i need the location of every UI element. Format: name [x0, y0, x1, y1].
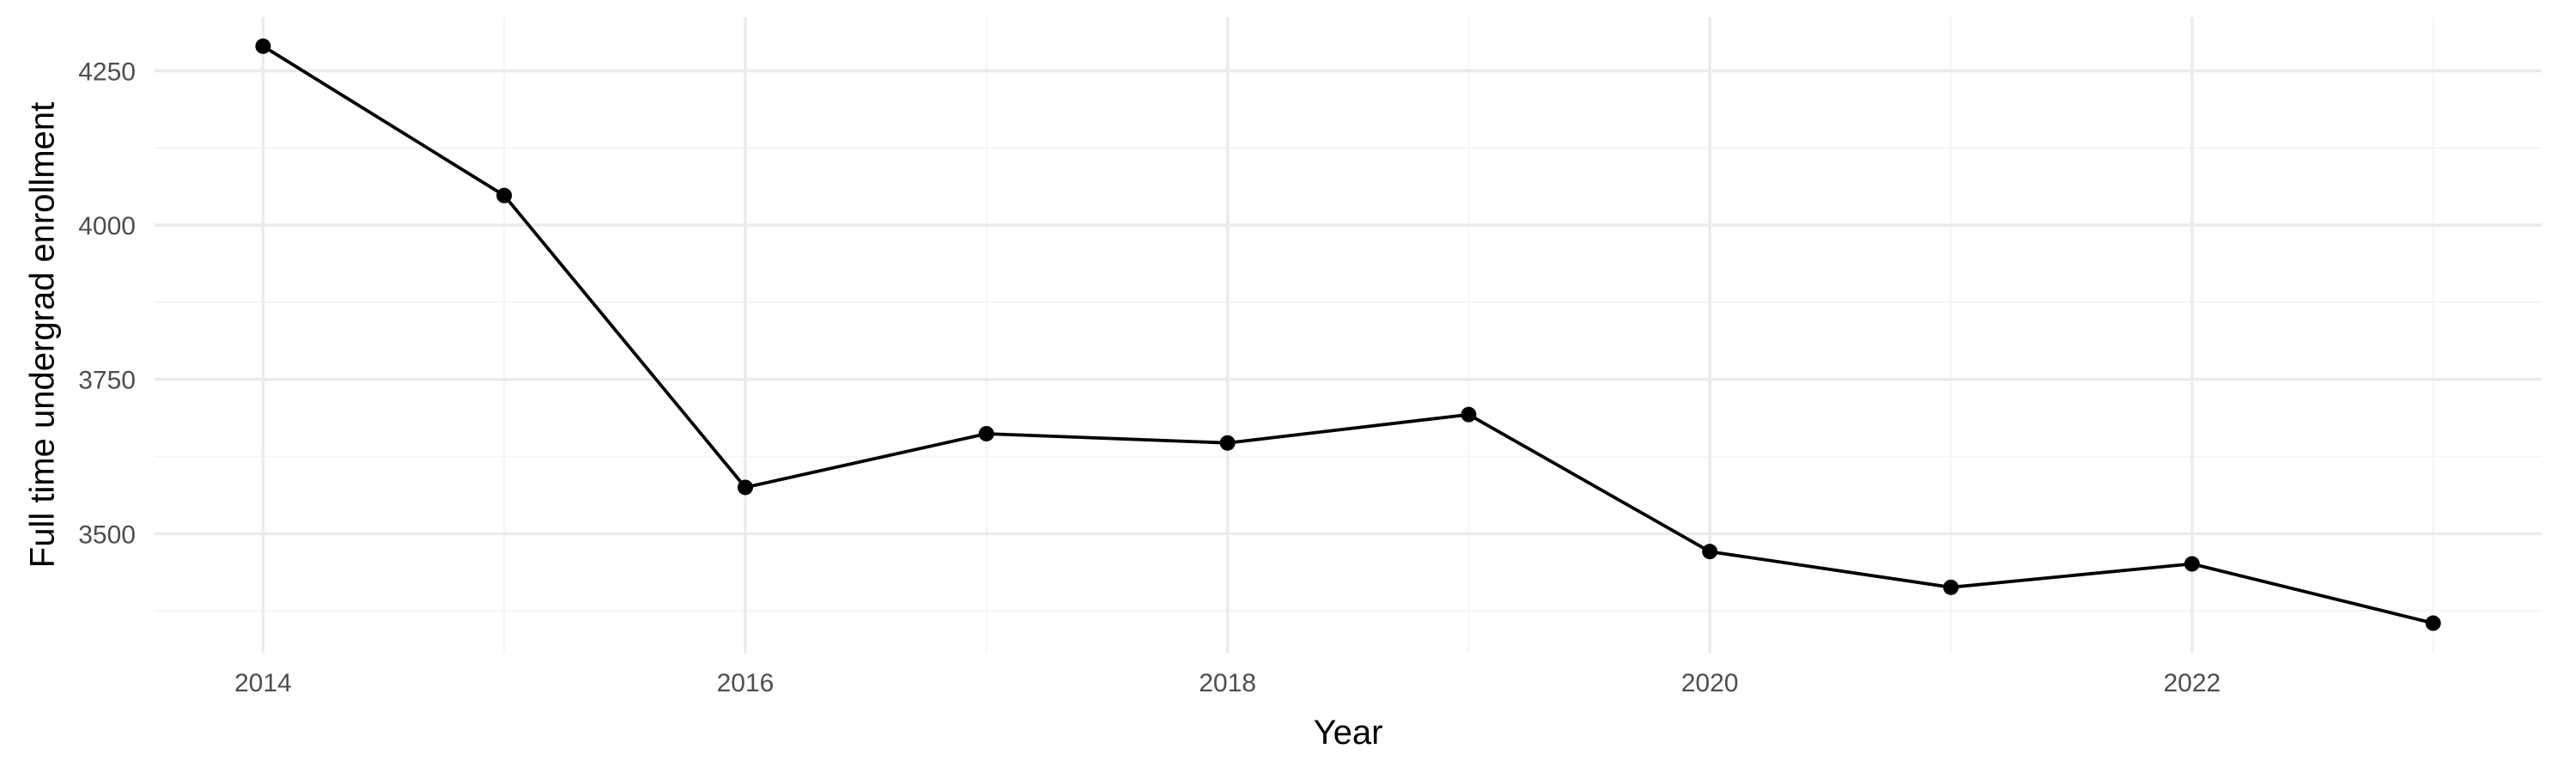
x-axis-title: Year: [1314, 714, 1383, 752]
data-point: [1219, 435, 1236, 451]
x-tick-label: 2014: [234, 669, 292, 697]
y-axis-title: Full time undergrad enrollment: [24, 102, 62, 568]
major-gridlines: [155, 17, 2542, 653]
x-tick-label: 2018: [1199, 669, 1256, 697]
data-point: [737, 479, 753, 496]
x-tick-label: 2022: [2163, 669, 2221, 697]
data-point: [1702, 544, 1718, 560]
y-tick-label: 3500: [78, 520, 136, 549]
series-line: [262, 45, 2434, 625]
minor-gridlines: [155, 17, 2542, 653]
enrollment-series: [255, 38, 2441, 631]
data-point: [2184, 556, 2200, 572]
data-point: [255, 38, 271, 54]
data-point: [1461, 406, 1477, 423]
x-tick-label: 2020: [1681, 669, 1739, 697]
y-tick-label: 4250: [78, 58, 136, 87]
y-tick-label: 4000: [78, 212, 136, 240]
y-tick-label: 3750: [78, 367, 136, 395]
data-point: [978, 425, 994, 441]
data-point: [1943, 579, 1959, 595]
x-tick-label: 2016: [717, 669, 775, 697]
data-point: [2425, 615, 2441, 631]
y-axis-tick-labels: 3500 3750 4000 4250: [78, 58, 136, 550]
data-point: [496, 187, 513, 204]
x-axis-tick-labels: 2014 2016 2018 2020 2022: [234, 669, 2221, 697]
